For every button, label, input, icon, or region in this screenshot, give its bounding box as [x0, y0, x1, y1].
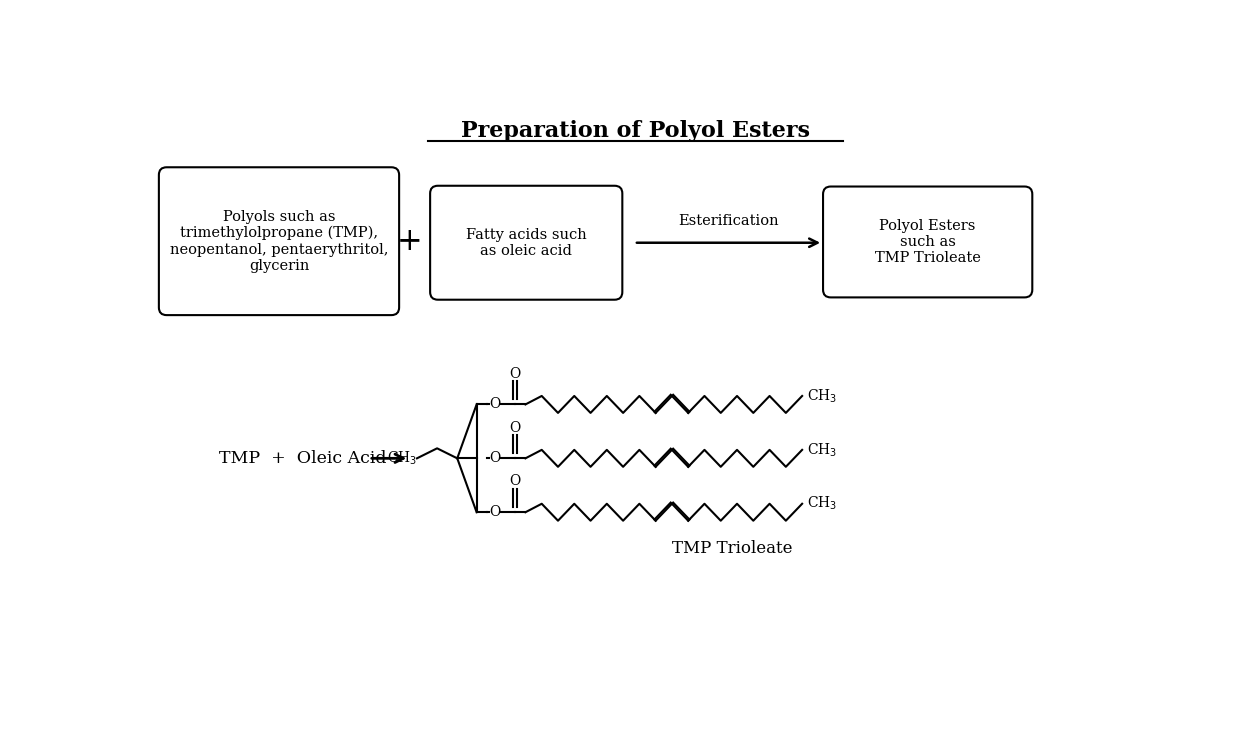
Text: CH$_3$: CH$_3$ — [807, 441, 837, 459]
Text: O: O — [508, 421, 521, 435]
Text: Polyols such as
trimethylolpropane (TMP),
neopentanol, pentaerythritol,
glycerin: Polyols such as trimethylolpropane (TMP)… — [170, 210, 388, 273]
FancyBboxPatch shape — [430, 185, 622, 300]
Text: TMP  +  Oleic Acid: TMP + Oleic Acid — [218, 450, 386, 467]
FancyBboxPatch shape — [823, 186, 1033, 298]
Text: O: O — [489, 397, 500, 411]
Text: +: + — [397, 226, 422, 257]
Text: O: O — [508, 366, 521, 380]
Text: O: O — [489, 505, 500, 519]
Text: Polyol Esters
such as
TMP Trioleate: Polyol Esters such as TMP Trioleate — [874, 218, 981, 265]
FancyBboxPatch shape — [159, 167, 399, 315]
Text: CH$_3$: CH$_3$ — [807, 387, 837, 405]
Text: O: O — [508, 474, 521, 488]
Text: O: O — [489, 452, 500, 465]
Text: Preparation of Polyol Esters: Preparation of Polyol Esters — [461, 119, 810, 141]
Text: CH$_3$: CH$_3$ — [807, 495, 837, 512]
Text: CH$_3$: CH$_3$ — [387, 449, 417, 467]
Text: Esterification: Esterification — [678, 214, 779, 228]
Text: TMP Trioleate: TMP Trioleate — [672, 540, 792, 557]
Text: Fatty acids such
as oleic acid: Fatty acids such as oleic acid — [466, 228, 587, 258]
